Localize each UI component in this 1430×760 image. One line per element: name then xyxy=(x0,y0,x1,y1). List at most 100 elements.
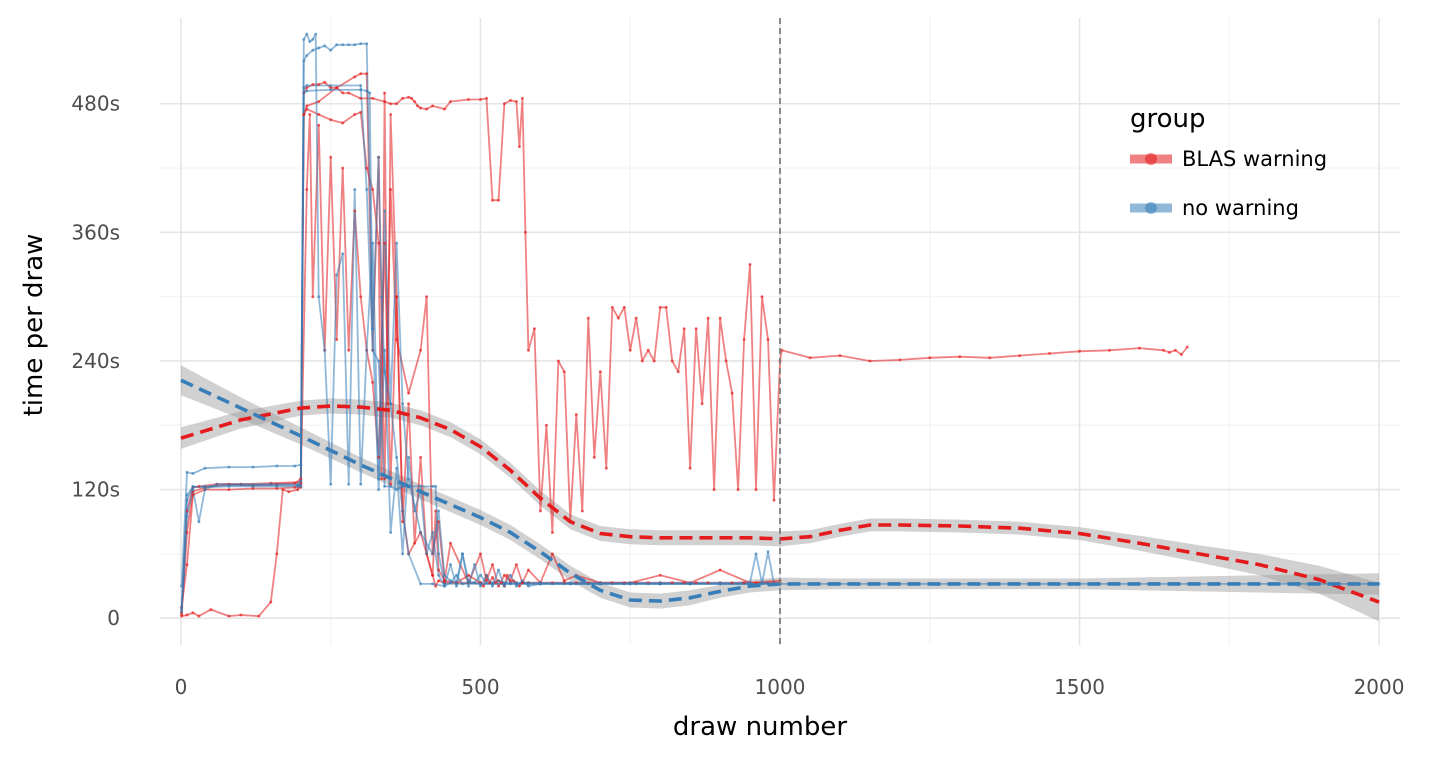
chain-point xyxy=(302,91,306,95)
chain-point xyxy=(257,614,261,618)
chain-point xyxy=(185,498,189,502)
chain-point xyxy=(449,581,452,585)
chain-point xyxy=(389,484,393,488)
chain-point xyxy=(586,316,590,320)
chain-point xyxy=(293,464,297,468)
chain-point xyxy=(329,84,333,87)
chain-point xyxy=(473,563,476,567)
chain-point xyxy=(308,40,312,44)
chain-point xyxy=(682,327,686,331)
chain-point xyxy=(736,488,740,492)
chain-point xyxy=(562,370,566,374)
chain-point xyxy=(694,327,698,331)
chain-point xyxy=(377,241,381,245)
chain-point xyxy=(742,581,746,585)
chain-point xyxy=(485,581,488,585)
chain-point xyxy=(305,32,309,36)
chain-point xyxy=(437,509,441,513)
chain-point xyxy=(314,32,318,36)
chain-point xyxy=(1018,354,1022,358)
chain-point xyxy=(377,455,381,459)
chain-point xyxy=(520,581,524,585)
chain-point xyxy=(347,43,351,47)
chain-point xyxy=(517,145,521,149)
chain-point xyxy=(592,455,596,459)
chain-point xyxy=(305,188,309,191)
chain-point xyxy=(308,113,312,116)
chain-point xyxy=(808,356,812,360)
chain-point xyxy=(622,305,626,309)
chain-point xyxy=(305,89,309,93)
chain-point xyxy=(185,493,189,497)
legend-entry-no-warning: no warning xyxy=(1130,196,1299,220)
chain-point xyxy=(1137,346,1141,350)
chain-point xyxy=(413,100,417,104)
chain-point xyxy=(395,466,399,470)
chain-point xyxy=(299,477,303,481)
chain-point xyxy=(359,42,363,46)
x-tick-label: 0 xyxy=(175,675,188,699)
chain-point xyxy=(514,582,518,586)
chain-point xyxy=(302,113,306,116)
chain-point xyxy=(203,484,207,488)
chain-point xyxy=(485,573,488,577)
chain-point xyxy=(251,465,255,469)
chain-point xyxy=(1048,352,1052,355)
chain-point xyxy=(191,488,195,492)
chain-point xyxy=(389,482,393,486)
chain-point xyxy=(311,48,315,52)
chain-point xyxy=(479,98,482,101)
chain-point xyxy=(449,100,452,104)
chain-point xyxy=(838,354,842,358)
chain-point xyxy=(467,584,470,588)
chain-point xyxy=(443,107,446,111)
chain-point xyxy=(482,584,485,588)
chain-point xyxy=(209,608,213,612)
chain-point xyxy=(296,483,300,487)
chain-point xyxy=(502,573,506,577)
chain-point xyxy=(395,102,399,106)
chain-point xyxy=(197,614,201,618)
y-tick-label: 240s xyxy=(71,349,120,373)
chain-point xyxy=(514,563,518,567)
chain-point xyxy=(497,198,500,202)
chain-point xyxy=(359,295,363,299)
chain-point xyxy=(275,552,279,556)
chain-point xyxy=(203,488,207,492)
chain-point xyxy=(383,477,387,481)
chain-point xyxy=(898,358,902,362)
chain-point xyxy=(329,118,333,122)
chain-point xyxy=(431,573,435,577)
chain-point xyxy=(514,584,518,588)
chain-point xyxy=(1108,348,1111,352)
chain-point xyxy=(485,96,488,100)
chain-point xyxy=(461,582,464,586)
chain-point xyxy=(299,479,303,483)
chain-point xyxy=(203,466,207,470)
chain-point xyxy=(467,579,470,583)
chain-point xyxy=(598,582,602,586)
chain-point xyxy=(517,584,521,588)
chain-point xyxy=(461,552,464,556)
chain-point xyxy=(766,550,770,554)
chain-point xyxy=(180,613,184,617)
chain-point xyxy=(389,102,393,106)
chain-point xyxy=(410,96,414,100)
chain-point xyxy=(180,606,184,609)
chain-point xyxy=(502,582,506,586)
chain-point xyxy=(359,96,363,100)
chain-point xyxy=(419,455,423,459)
chain-point xyxy=(185,613,189,617)
chain-point xyxy=(766,338,770,341)
chain-point xyxy=(748,263,752,266)
chain-point xyxy=(1161,348,1165,352)
chain-point xyxy=(302,59,306,63)
y-tick-label: 360s xyxy=(71,220,120,244)
chain-point xyxy=(227,483,231,487)
chain-point xyxy=(479,582,482,586)
chain-point xyxy=(413,541,417,545)
legend-entry-blas-warning: BLAS warning xyxy=(1130,147,1327,171)
chain-point xyxy=(341,252,345,256)
chain-point xyxy=(329,88,333,92)
chain-point xyxy=(389,188,393,191)
